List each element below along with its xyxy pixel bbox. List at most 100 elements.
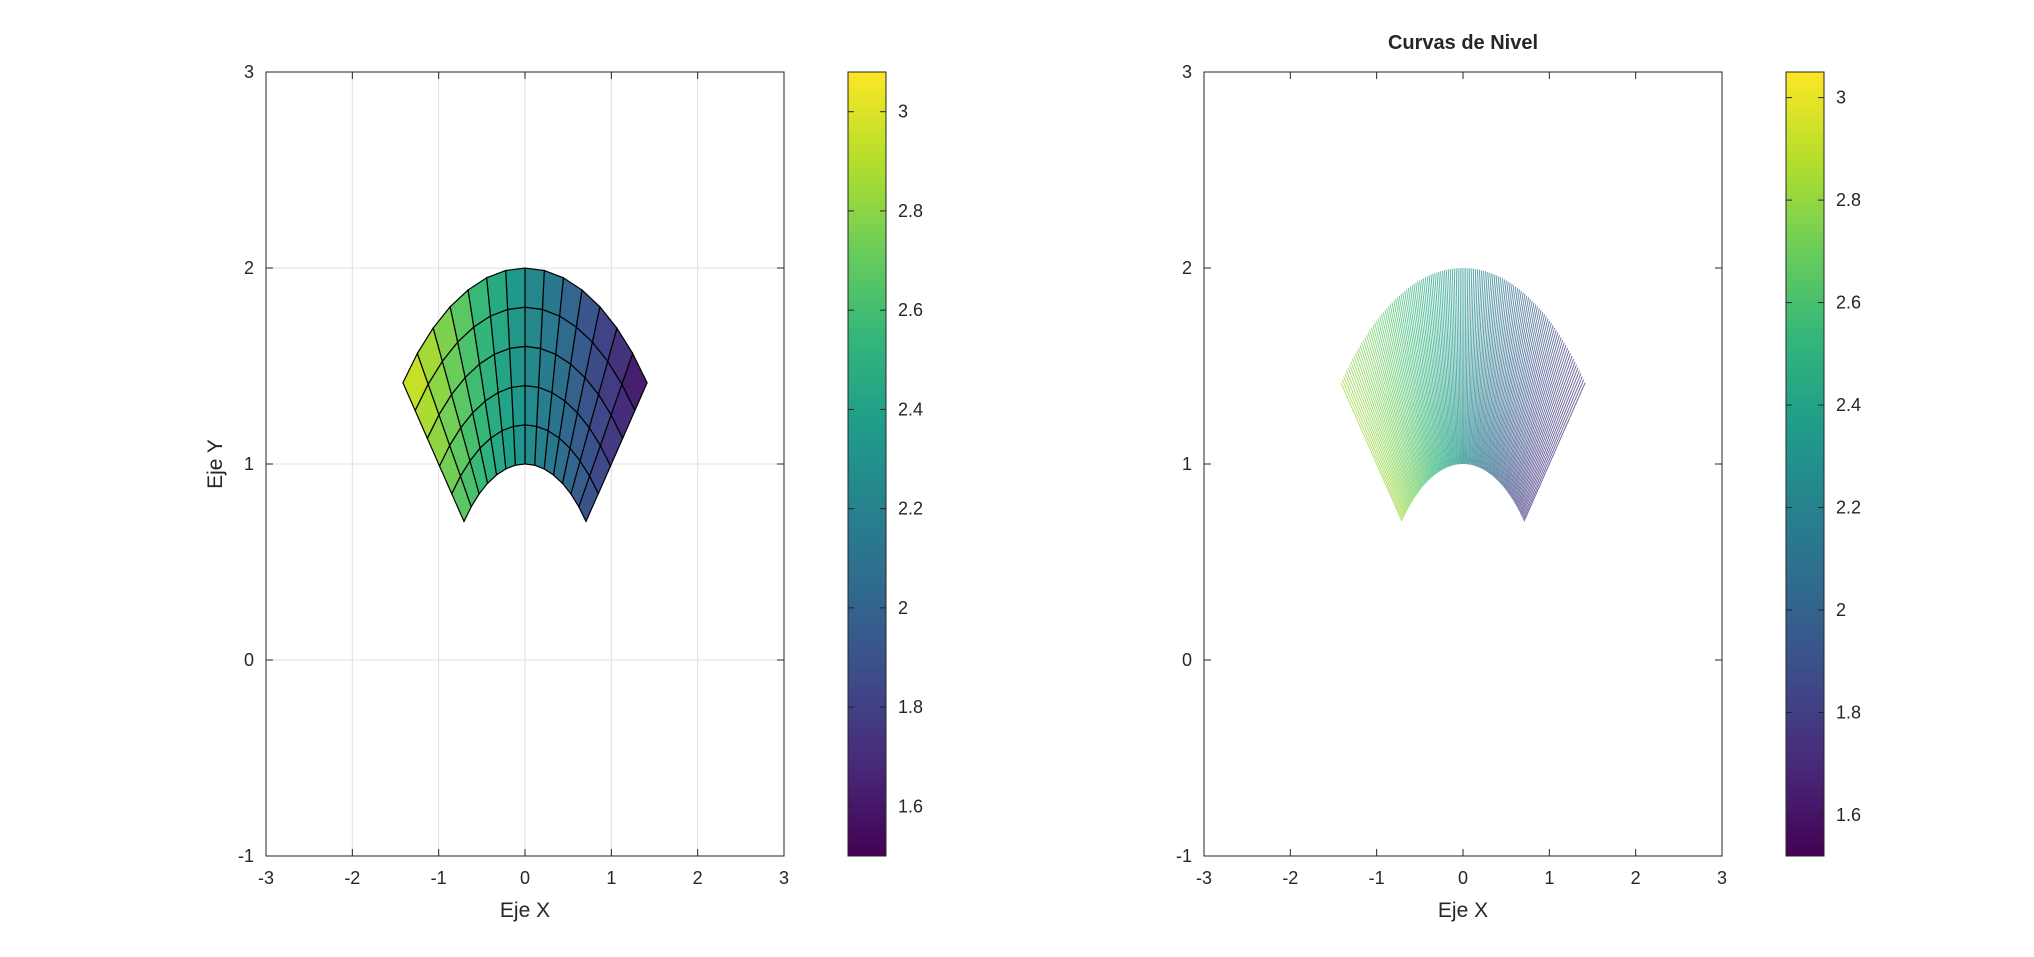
contour-line	[1428, 275, 1447, 468]
contour-line	[1419, 280, 1442, 471]
contour-line	[1476, 273, 1492, 467]
contour-line	[1504, 316, 1547, 489]
colorbar-tick-label: 2.4	[1836, 395, 1861, 415]
contour-line	[1518, 361, 1576, 512]
contour-line	[1499, 306, 1538, 484]
contour-line	[1413, 284, 1439, 473]
y-tick-label: 3	[244, 62, 254, 82]
contour-line	[1351, 358, 1409, 510]
colorbar-tick-label: 2.6	[1836, 293, 1861, 313]
contour-line	[1502, 312, 1544, 487]
colorbar-tick-label: 1.8	[898, 697, 923, 717]
contour-line	[1472, 270, 1484, 466]
contour-line	[1459, 268, 1462, 465]
contour-line	[1474, 271, 1488, 467]
contour-x-axis-label: Eje X	[1438, 899, 1488, 922]
x-tick-label: 3	[779, 868, 789, 888]
contour-line	[1415, 282, 1440, 472]
contour-line	[1421, 279, 1443, 470]
x-tick-label: -2	[344, 868, 360, 888]
contour-line	[1377, 318, 1421, 490]
contour-line	[1481, 277, 1502, 469]
contour-title: Curvas de Nivel	[1388, 32, 1538, 54]
y-tick-label: 0	[244, 650, 254, 670]
surface-colorbar: 1.6 1.8 2 2.2 2.4 2.6 2.8 3	[847, 71, 923, 857]
contour-line	[1406, 289, 1436, 475]
contour-line	[1490, 289, 1520, 475]
contour-line	[1506, 322, 1552, 492]
surface-cell	[508, 345, 526, 388]
contour-line	[1512, 339, 1564, 501]
contour-line	[1464, 268, 1467, 465]
contour-line	[1417, 281, 1441, 471]
contour-line	[1424, 277, 1445, 469]
surface-mesh	[402, 267, 648, 523]
contour-line	[1475, 272, 1490, 467]
contour-line	[1486, 282, 1511, 472]
contour-line	[1422, 278, 1444, 470]
contour-line	[1451, 268, 1459, 465]
surface-cell	[506, 306, 526, 350]
contour-line	[1341, 379, 1404, 520]
x-tick-label: 2	[693, 868, 703, 888]
contour-line	[1507, 325, 1554, 493]
y-tick-label: 1	[1182, 454, 1192, 474]
surface-plot: -3 -2 -1 0 1 2 3 -1 0 1 2 3 Eje X Eje Y 1.6 1.8 2 2.2…	[204, 62, 923, 922]
contour-line	[1478, 274, 1496, 468]
y-tick-label: 0	[1182, 650, 1192, 670]
colorbar-tick-label: 2.8	[898, 201, 923, 221]
contour-line	[1522, 379, 1585, 520]
contour-line	[1411, 285, 1438, 473]
contour-line	[1500, 308, 1540, 485]
x-tick-label: -3	[258, 868, 274, 888]
contour-line	[1355, 353, 1410, 507]
contour-line	[1430, 274, 1448, 468]
contour-line	[1464, 268, 1469, 465]
colorbar-tick-label: 1.8	[1836, 703, 1861, 723]
contour-line	[1497, 300, 1533, 481]
contour-line	[1442, 270, 1454, 466]
x-tick-label: -1	[1369, 868, 1385, 888]
colorbar-tick-label: 3	[1836, 88, 1846, 108]
contour-line	[1517, 358, 1575, 510]
contour-line	[1471, 270, 1482, 466]
surface-cell	[537, 347, 557, 394]
contour-line	[1521, 373, 1582, 517]
contour-colorbar-ticks: 1.6 1.8 2 2.2 2.4 2.6 2.8 3	[1786, 88, 1861, 825]
x-tick-label: 0	[1458, 868, 1468, 888]
contour-line	[1501, 310, 1542, 486]
contour-line	[1445, 269, 1456, 465]
contour-colorbar-bar	[1785, 71, 1825, 857]
contour-y-ticks: -1 0 1 2 3	[1176, 62, 1722, 866]
contour-line	[1523, 382, 1586, 522]
contour-line	[1402, 292, 1434, 477]
contour-line	[1409, 286, 1438, 474]
contour-line	[1343, 376, 1404, 519]
contour-line	[1375, 320, 1421, 491]
contour-line	[1468, 269, 1477, 465]
contour-line	[1505, 318, 1549, 490]
contour-line	[1340, 382, 1403, 522]
colorbar-tick-label: 2.2	[898, 499, 923, 519]
x-tick-label: -1	[431, 868, 447, 888]
contour-line	[1388, 306, 1427, 484]
contour-axes-box	[1203, 71, 1723, 857]
contour-line	[1447, 269, 1457, 465]
colorbar-tick-label: 2	[1836, 600, 1846, 620]
surface-cell	[524, 345, 542, 388]
surface-cell	[524, 306, 544, 350]
surface-colorbar-ticks: 1.6 1.8 2 2.2 2.4 2.6 2.8 3	[848, 102, 923, 816]
contour-line	[1520, 370, 1580, 516]
contour-line	[1495, 297, 1530, 479]
contour-line	[1469, 269, 1479, 465]
colorbar-tick-label: 2	[898, 598, 908, 618]
contour-line	[1493, 294, 1526, 478]
contour-line	[1487, 284, 1513, 473]
surface-x-axis-label: Eje X	[500, 899, 550, 922]
contour-line	[1359, 345, 1412, 503]
contour-line	[1444, 270, 1455, 466]
contour-line	[1477, 273, 1494, 468]
contour-lines	[1340, 267, 1586, 522]
